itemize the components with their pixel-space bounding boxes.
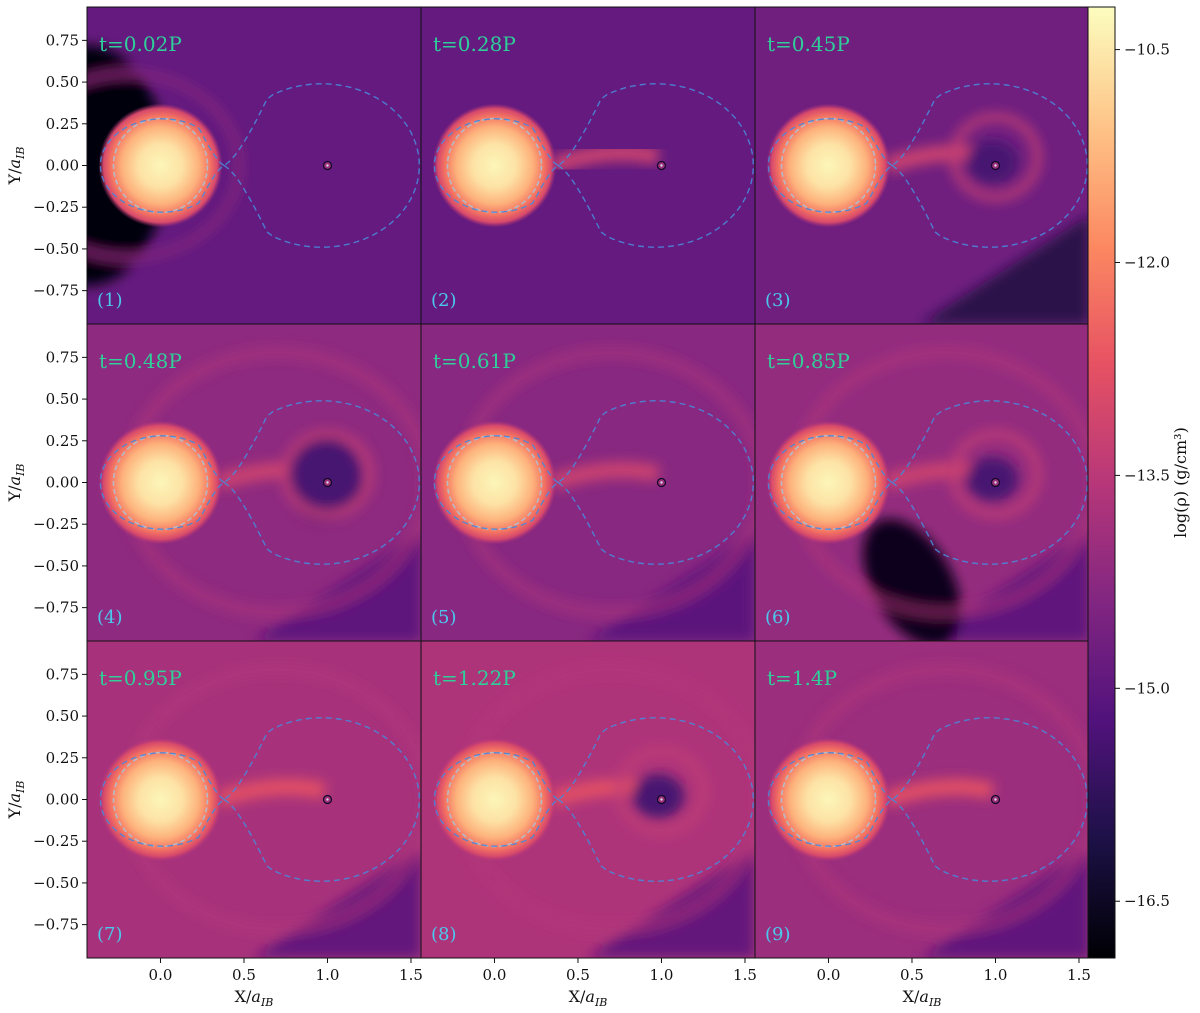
panel-time-label: t=0.95P — [99, 666, 182, 690]
panel-index-label: (5) — [431, 607, 457, 628]
y-tick-label: 0.75 — [46, 31, 79, 49]
x-tick-label: 0.0 — [483, 966, 507, 984]
panel-6: t=0.85P (6) — [754, 323, 1090, 642]
roche-lobe-outline — [99, 717, 421, 882]
density-features — [790, 347, 1089, 641]
panel-time-label: t=0.02P — [99, 32, 182, 56]
primary-star — [766, 103, 891, 228]
panels-layer: t=0.02P (1) t=0.28P (2) t=0.45P (3) t=0.48P (4)… — [86, 6, 1090, 959]
panel-index-label: (8) — [431, 924, 457, 945]
panel-index-label: (7) — [97, 924, 123, 945]
colorbar-tick-label: −15.0 — [1124, 679, 1170, 697]
panel-index-label: (1) — [97, 290, 123, 311]
y-tick-label: 0.00 — [46, 474, 79, 492]
primary-star — [766, 420, 891, 545]
y-tick-label: −0.75 — [33, 599, 79, 617]
roche-lobe-outline — [433, 400, 755, 565]
panel-time-label: t=0.45P — [767, 32, 850, 56]
panel-4: t=0.48P (4) — [86, 323, 422, 642]
x-tick-label: 0.0 — [149, 966, 173, 984]
y-tick-label: 0.00 — [46, 791, 79, 809]
primary-star — [432, 103, 557, 228]
colorbar-bar — [1087, 6, 1116, 959]
panel-time-label: t=1.4P — [767, 666, 837, 690]
colorbar-tick-label: −16.5 — [1124, 892, 1170, 910]
panel-index-label: (4) — [97, 607, 123, 628]
roche-lobe-outline — [767, 400, 1089, 565]
x-tick-label: 0.5 — [900, 966, 924, 984]
panel-index-label: (6) — [765, 607, 791, 628]
panel-9: t=1.4P (9) — [754, 640, 1090, 959]
roche-lobe-outline — [433, 83, 755, 248]
panel-index-label: (3) — [765, 290, 791, 311]
y-tick-label: −0.75 — [33, 282, 79, 300]
y-tick-label: 0.25 — [46, 432, 79, 450]
y-tick-label: 0.25 — [46, 115, 79, 133]
x-tick-label: 1.5 — [1067, 966, 1091, 984]
x-axis-label: X/aIB — [903, 987, 942, 1009]
y-tick-label: −0.25 — [33, 198, 79, 216]
panel-time-label: t=1.22P — [433, 666, 516, 690]
panel-time-label: t=0.48P — [99, 349, 182, 373]
primary-star — [432, 420, 557, 545]
panel-2: t=0.28P (2) — [420, 6, 756, 325]
y-tick-label: 0.50 — [46, 390, 79, 408]
primary-star — [98, 103, 223, 228]
panel-3: t=0.45P (3) — [754, 6, 1090, 325]
panel-7: t=0.95P (7) — [86, 640, 422, 959]
primary-star — [432, 737, 557, 862]
roche-lobe-outline — [99, 83, 421, 248]
x-tick-label: 0.5 — [232, 966, 256, 984]
roche-lobe-outline — [99, 400, 421, 565]
x-tick-label: 1.0 — [650, 966, 674, 984]
y-tick-label: 0.25 — [46, 749, 79, 767]
x-axis-label: X/aIB — [235, 987, 274, 1009]
axes-layer: 0.0 0.5 1.0 1.5 X/aIB 0.0 0.5 1.0 1.5 X/aIB 0.0 0.5… — [5, 31, 1091, 1009]
y-axis-label: Y/aIB — [5, 781, 27, 820]
colorbar-tick-label: −13.5 — [1124, 466, 1170, 484]
panel-index-label: (9) — [765, 924, 791, 945]
colorbar-tick-label: −10.5 — [1124, 41, 1170, 59]
y-tick-label: −0.25 — [33, 515, 79, 533]
primary-star — [98, 737, 223, 862]
roche-lobe-outline — [767, 83, 1089, 248]
density-features — [122, 347, 421, 641]
x-tick-label: 1.0 — [316, 966, 340, 984]
colorbar-tick-label: −12.0 — [1124, 253, 1170, 271]
panel-1: t=0.02P (1) — [86, 6, 422, 325]
colorbar: −10.5 −12.0 −13.5 −15.0 −16.5 log(ρ) (g/cm³) — [1087, 6, 1190, 959]
x-axis-label: X/aIB — [569, 987, 608, 1009]
primary-star — [766, 737, 891, 862]
x-tick-label: 0.0 — [817, 966, 841, 984]
y-tick-label: 0.00 — [46, 157, 79, 175]
y-axis-label: Y/aIB — [5, 464, 27, 503]
x-tick-label: 1.5 — [733, 966, 757, 984]
panel-time-label: t=0.28P — [433, 32, 516, 56]
roche-lobe-outline — [767, 717, 1089, 882]
y-tick-label: 0.75 — [46, 665, 79, 683]
primary-star — [98, 420, 223, 545]
panel-time-label: t=0.85P — [767, 349, 850, 373]
density-features — [884, 113, 1089, 324]
colorbar-label: log(ρ) (g/cm³) — [1171, 427, 1190, 538]
panel-time-label: t=0.61P — [433, 349, 516, 373]
y-tick-label: −0.50 — [33, 557, 79, 575]
x-tick-label: 0.5 — [566, 966, 590, 984]
roche-lobe-outline — [433, 717, 755, 882]
x-tick-label: 1.0 — [984, 966, 1008, 984]
y-tick-label: 0.75 — [46, 348, 79, 366]
y-axis-label: Y/aIB — [5, 147, 27, 186]
y-tick-label: −0.50 — [33, 874, 79, 892]
panel-8: t=1.22P (8) — [420, 640, 756, 959]
y-tick-label: −0.50 — [33, 240, 79, 258]
panel-index-label: (2) — [431, 290, 457, 311]
y-tick-label: −0.25 — [33, 832, 79, 850]
y-tick-label: −0.75 — [33, 916, 79, 934]
y-tick-label: 0.50 — [46, 707, 79, 725]
panel-5: t=0.61P (5) — [420, 323, 756, 642]
y-tick-label: 0.50 — [46, 73, 79, 91]
density-features — [550, 144, 661, 174]
x-tick-label: 1.5 — [399, 966, 423, 984]
